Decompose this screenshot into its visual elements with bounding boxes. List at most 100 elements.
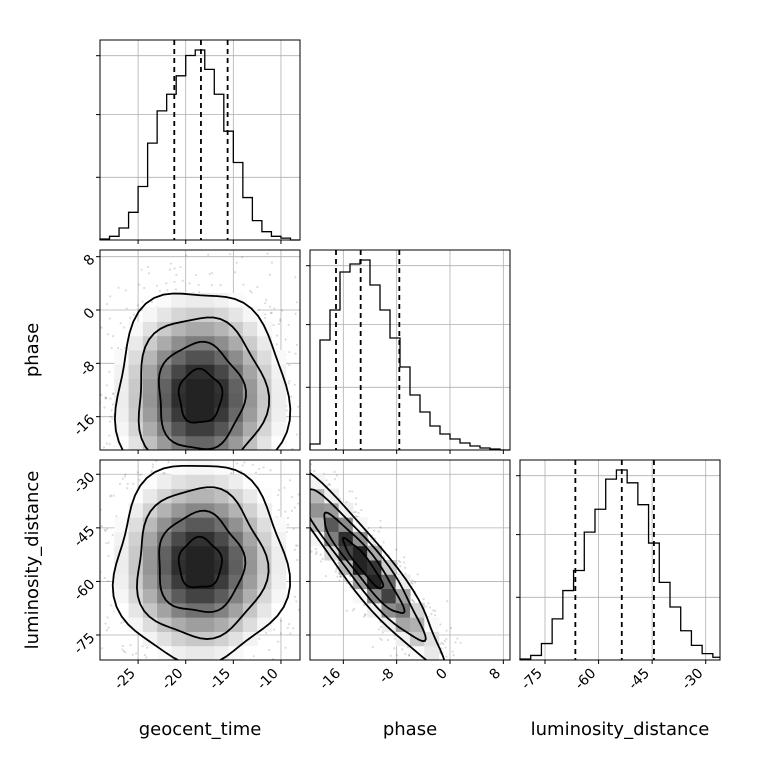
scatter-point: [108, 443, 111, 446]
scatter-point: [273, 307, 276, 310]
scatter-point: [129, 644, 132, 647]
density-cell: [171, 292, 187, 308]
scatter-point: [236, 678, 238, 680]
scatter-point: [105, 384, 108, 387]
scatter-point: [380, 638, 383, 641]
scatter-point: [305, 514, 307, 516]
scatter-point: [130, 452, 132, 454]
scatter-point: [178, 698, 180, 700]
scatter-point: [430, 666, 432, 668]
density-cell: [228, 421, 244, 437]
scatter-point: [301, 449, 303, 451]
scatter-point: [445, 655, 448, 658]
scatter-point: [337, 465, 339, 467]
scatter-point: [265, 469, 267, 471]
scatter-point: [284, 510, 287, 513]
scatter-point: [131, 482, 135, 485]
scatter-point: [228, 704, 230, 706]
scatter-point: [283, 462, 285, 464]
scatter-point: [92, 561, 94, 563]
density-cell: [228, 545, 244, 561]
scatter-point: [104, 622, 107, 625]
scatter-point: [457, 678, 459, 680]
scatter-point: [483, 698, 485, 700]
scatter-point: [286, 523, 290, 526]
contour-line: [113, 292, 292, 450]
scatter-point: [138, 454, 140, 456]
contour-line: [158, 509, 247, 614]
x-tick-label: 8: [487, 666, 505, 684]
scatter-point: [100, 326, 103, 329]
x-axis-label-luminosity-distance: luminosity_distance: [531, 719, 710, 740]
scatter-point: [379, 519, 382, 522]
panel-frame: [309, 249, 511, 451]
scatter-point: [188, 456, 190, 458]
scatter-point: [240, 256, 244, 259]
scatter-point: [242, 283, 245, 286]
density-cell: [142, 378, 158, 394]
scatter-point: [114, 661, 116, 663]
scatter-point: [348, 490, 351, 493]
scatter-point: [410, 581, 413, 584]
density-cell: [157, 517, 172, 532]
scatter-point: [445, 665, 447, 667]
scatter-point: [215, 455, 217, 457]
scatter-point: [266, 252, 269, 255]
scatter-point: [456, 637, 459, 640]
density-cell: [200, 307, 215, 322]
scatter-point: [107, 541, 110, 544]
density-cell: [242, 307, 258, 322]
panel-frame: [309, 459, 511, 661]
scatter-point: [296, 500, 298, 502]
scatter-point: [0, 367, 2, 369]
density-cell: [157, 350, 172, 365]
density-cell: [271, 421, 287, 437]
scatter-point: [167, 461, 170, 464]
scatter-point: [135, 652, 138, 655]
scatter-point: [469, 695, 471, 697]
density-cell: [395, 574, 411, 590]
density-cell: [228, 517, 244, 532]
scatter-point: [124, 473, 127, 476]
scatter-point: [297, 500, 299, 502]
scatter-point: [297, 505, 299, 507]
scatter-point: [296, 480, 298, 482]
scatter-point: [458, 685, 460, 687]
density-cell: [114, 602, 130, 618]
scatter-point: [293, 491, 295, 493]
scatter-point: [163, 471, 166, 475]
scatter-point: [91, 561, 93, 563]
density-cell: [128, 617, 144, 632]
scatter-point: [305, 492, 307, 494]
density-cell: [242, 517, 258, 532]
density-cell: [128, 407, 144, 422]
y-tick-label: -30: [71, 469, 98, 496]
scatter-point: [305, 481, 307, 483]
panel-content: [91, 460, 300, 715]
density-cell: [257, 560, 272, 575]
density-cell: [424, 645, 440, 660]
scatter-point: [305, 274, 307, 276]
density-cell: [185, 488, 201, 504]
scatter-point: [140, 713, 142, 715]
scatter-point: [303, 472, 305, 474]
scatter-point: [403, 556, 406, 559]
scatter-point: [286, 626, 289, 629]
scatter-point: [268, 273, 272, 276]
scatter-point: [498, 709, 500, 711]
scatter-point: [455, 674, 457, 676]
scatter-point: [227, 686, 229, 688]
scatter-point: [360, 508, 363, 512]
scatter-point: [287, 623, 291, 626]
scatter-point: [303, 478, 305, 480]
density-cell: [114, 574, 130, 590]
scatter-point: [315, 551, 318, 554]
density-cell: [142, 631, 158, 647]
scatter-point: [347, 314, 349, 316]
density-cell: [242, 531, 258, 547]
density-cell: [171, 421, 187, 437]
scatter-point: [103, 406, 106, 409]
scatter-point: [401, 648, 404, 651]
scatter-point: [293, 595, 296, 598]
density-cell: [142, 435, 158, 450]
